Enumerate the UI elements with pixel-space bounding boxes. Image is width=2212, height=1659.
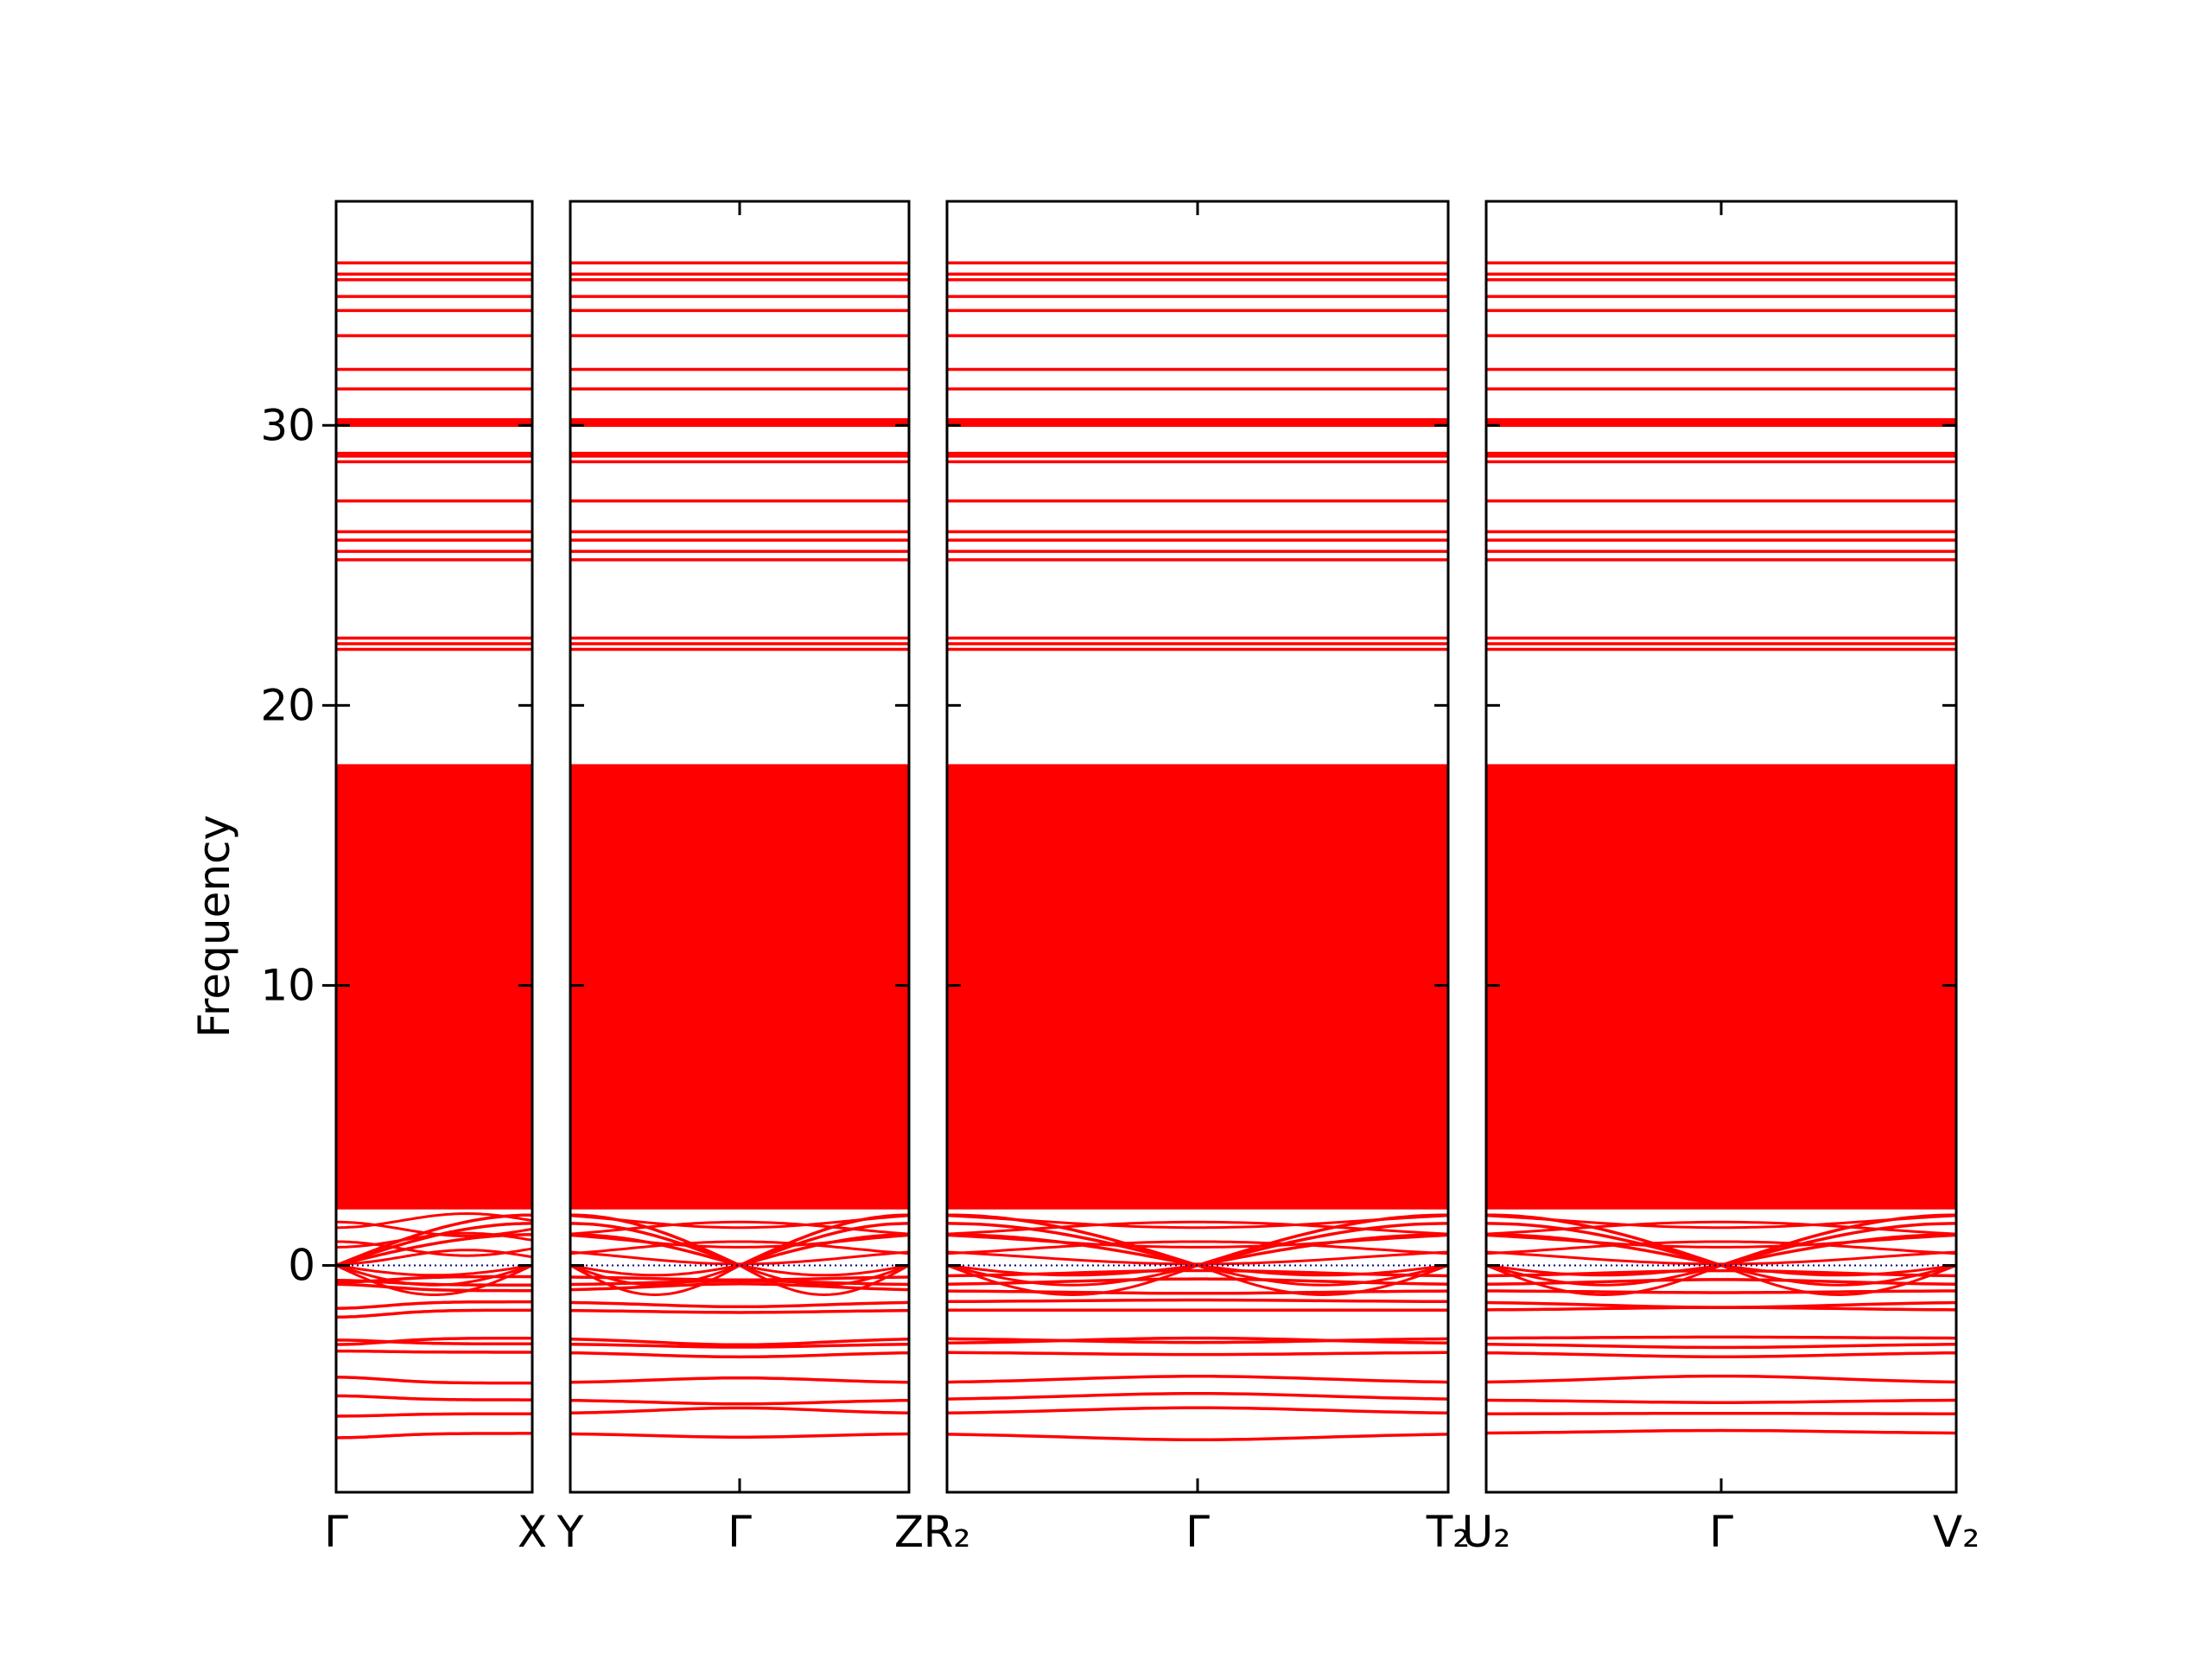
panel-3: R₂ Γ T₂ [924,200,1471,1557]
band-line-low-9 [336,1394,532,1402]
band-line-low-2 [947,1289,1448,1295]
acoustic-dip-band-1 [336,1264,532,1287]
optical-band-1 [336,1240,532,1257]
optical-band-3 [947,1220,1448,1236]
dense-band-region [570,764,909,1210]
optical-band-0 [336,1249,532,1266]
band-line-low-8 [570,1376,909,1384]
band-line-low-4 [336,1308,532,1319]
y-tick-label: 20 [260,680,315,730]
band-line-low-8 [1486,1374,1956,1384]
x-tick-label: T₂ [1426,1507,1471,1557]
band-line-low-4 [1486,1306,1956,1312]
x-tick-label: Γ [1185,1507,1210,1557]
band-line-low-9 [947,1392,1448,1401]
band-line-low-7 [947,1351,1448,1357]
x-tick-label: Y [556,1507,584,1557]
band-line-low-6 [1486,1343,1956,1350]
band-line-low-10 [947,1406,1448,1415]
dense-band-region [336,764,532,1210]
acoustic-band-0 [336,1233,532,1268]
band-line-low-8 [947,1375,1448,1384]
band-line-low-3 [947,1298,1448,1304]
optical-band-1 [570,1240,909,1255]
optical-band-2 [947,1234,1448,1249]
band-line-low-8 [336,1376,532,1385]
band-line-low-11 [1486,1428,1956,1435]
band-line-low-2 [336,1282,532,1293]
optical-band-3 [336,1220,532,1238]
optical-band-1 [947,1240,1448,1255]
band-line-low-11 [336,1432,532,1440]
x-tick-label: U₂ [1462,1507,1511,1557]
bands [947,261,1448,1441]
y-axis-label: Frequency [189,815,239,1038]
optical-band-0 [947,1250,1448,1266]
y-tick-label: 0 [288,1240,315,1290]
band-line-low-2 [570,1282,909,1292]
band-line-low-7 [1486,1351,1956,1358]
y-tick-label: 10 [260,960,315,1010]
x-tick-label: Γ [324,1507,348,1557]
x-tick-label: R₂ [924,1507,971,1557]
optical-band-4 [336,1211,532,1230]
optical-band-0 [570,1250,909,1266]
band-line-low-9 [1486,1398,1956,1404]
x-tick-label: Γ [1709,1507,1733,1557]
optical-band-4 [947,1214,1448,1230]
bands [336,261,532,1440]
band-line-low-5 [1486,1335,1956,1340]
optical-band-2 [1486,1234,1956,1249]
band-line-low-2 [1486,1289,1956,1294]
band-line-low-4 [570,1308,909,1314]
y-axis-ticks: 0 10 20 30 [260,400,336,1290]
acoustic-dip-band-0 [336,1264,532,1277]
band-line-low-9 [570,1398,909,1406]
x-tick-label: V₂ [1933,1507,1980,1557]
band-line-low-3 [570,1300,909,1309]
band-line-low-5 [570,1338,909,1347]
band-line-low-11 [947,1433,1448,1441]
x-tick-label: Γ [728,1507,752,1557]
band-line-low-3 [336,1300,532,1310]
bands [1486,261,1956,1435]
acoustic-dip-band-2 [336,1264,532,1296]
band-line-low-7 [336,1349,532,1354]
band-line-low-10 [570,1406,909,1415]
band-line-low-7 [570,1351,909,1359]
optical-band-4 [570,1214,909,1230]
panel-4: U₂ Γ V₂ [1462,200,1980,1557]
panel-frame [334,200,534,1494]
band-line-low-10 [336,1412,532,1418]
band-line-low-6 [570,1343,909,1349]
x-tick-label: X [518,1507,547,1557]
y-tick-label: 30 [260,400,315,450]
optical-band-3 [570,1220,909,1236]
optical-band-3 [1486,1220,1956,1236]
optical-band-1 [1486,1240,1956,1255]
x-tick-label: Z [894,1507,924,1557]
acoustic-dip-band-2 [570,1263,909,1297]
band-line-low-5 [336,1337,532,1346]
optical-band-4 [1486,1214,1956,1230]
band-line-low-6 [336,1338,532,1345]
dense-band-region [947,764,1448,1210]
bands [570,261,909,1439]
optical-band-2 [570,1234,909,1249]
band-line-low-6 [947,1336,1448,1345]
dense-band-region [1486,764,1956,1210]
band-line-low-11 [570,1432,909,1439]
optical-band-0 [1486,1250,1956,1266]
